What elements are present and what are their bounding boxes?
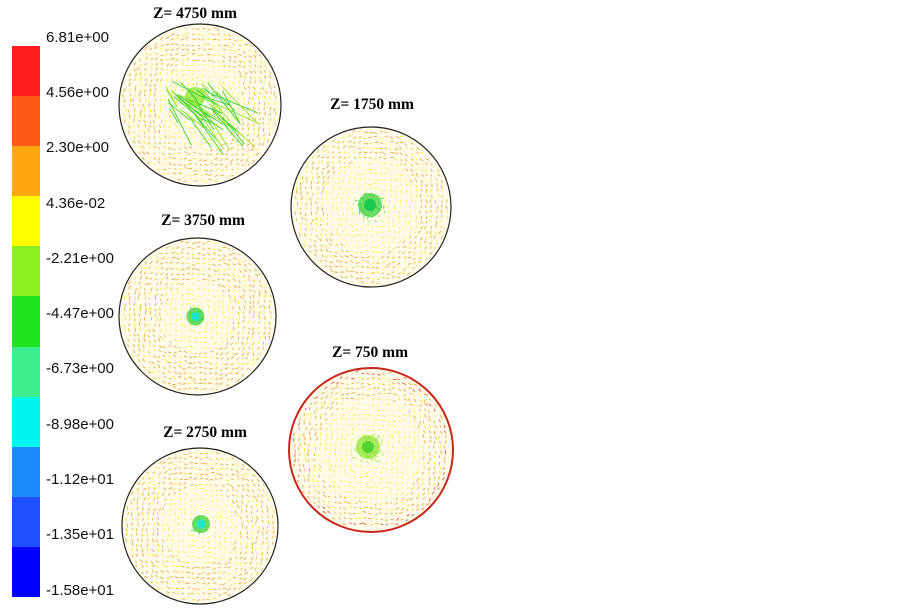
colorbar-segment <box>12 346 40 398</box>
slice-title-z750: Z= 750 mm <box>332 344 408 361</box>
colorbar-tick-label: -2.21e+00 <box>46 250 114 267</box>
colorbar-segment <box>12 96 40 147</box>
colorbar-tick-label: -6.73e+00 <box>46 360 114 377</box>
vector-slice-z1750 <box>290 126 452 288</box>
vector-slice-z750 <box>288 367 454 533</box>
colorbar-segment <box>12 246 40 297</box>
colorbar-tick-label: 4.36e-02 <box>46 195 106 212</box>
colorbar-tick-label: 2.30e+00 <box>46 139 109 156</box>
colorbar <box>12 46 40 598</box>
colorbar-segment <box>12 46 40 97</box>
colorbar-segment <box>12 496 40 548</box>
colorbar-segment <box>12 446 40 498</box>
colorbar-tick-label: -4.47e+00 <box>46 305 114 322</box>
vector-slice-z2750 <box>121 447 279 605</box>
slice-title-z3750: Z= 3750 mm <box>161 212 245 229</box>
slice-title-z4750: Z= 4750 mm <box>153 5 237 22</box>
colorbar-segment <box>12 296 40 348</box>
colorbar-tick-label: 4.56e+00 <box>46 84 109 101</box>
colorbar-tick-label: 6.81e+00 <box>46 29 109 46</box>
colorbar-segment <box>12 196 40 247</box>
colorbar-tick-label: -1.58e+01 <box>46 582 114 599</box>
slice-title-z2750: Z= 2750 mm <box>163 424 247 441</box>
colorbar-tick-label: -1.12e+01 <box>46 471 114 488</box>
colorbar-segment <box>12 146 40 197</box>
vector-slice-z3750 <box>118 237 277 396</box>
colorbar-segment <box>12 396 40 448</box>
colorbar-segment <box>12 546 40 598</box>
colorbar-tick-label: -1.35e+01 <box>46 526 114 543</box>
colorbar-tick-label: -8.98e+00 <box>46 416 114 433</box>
slice-title-z1750: Z= 1750 mm <box>330 96 414 113</box>
vector-slice-z4750 <box>118 23 282 187</box>
